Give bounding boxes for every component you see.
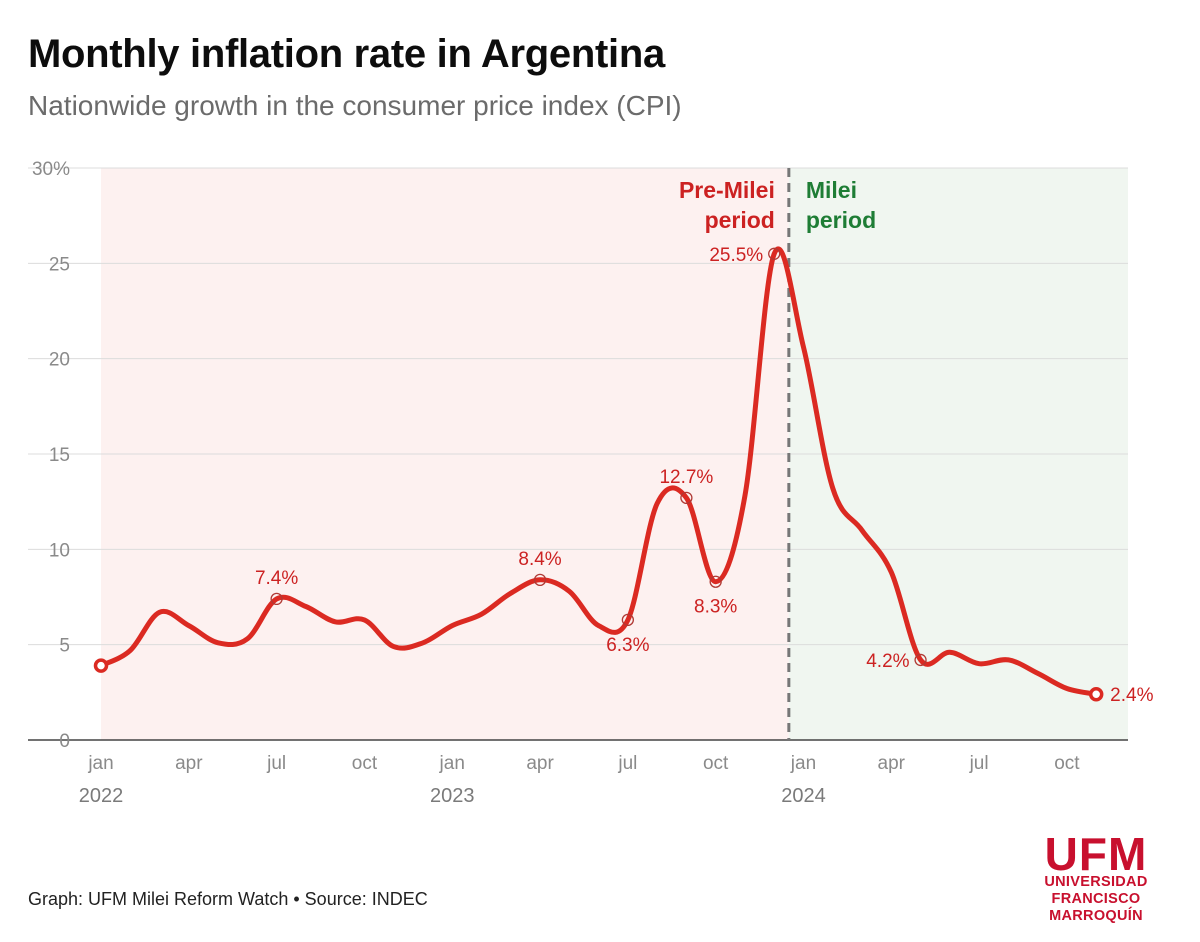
highlight-marker xyxy=(621,613,635,627)
highlight-marker xyxy=(709,575,722,588)
logo-ufm-text: UFM xyxy=(1044,828,1148,880)
x-tick-label: oct xyxy=(352,753,378,774)
data-label: 2.4% xyxy=(1110,685,1153,706)
x-tick-label: apr xyxy=(175,753,203,774)
y-tick-label: 10 xyxy=(49,540,70,561)
data-label: 4.2% xyxy=(866,651,909,672)
x-tick-label: jan xyxy=(87,753,113,774)
logo-line-3: MARROQUÍN xyxy=(1049,908,1143,924)
source-footer: Graph: UFM Milei Reform Watch • Source: … xyxy=(28,889,428,909)
data-label: 8.4% xyxy=(518,549,561,570)
x-tick-label: jul xyxy=(617,753,637,774)
x-tick-label: apr xyxy=(878,753,906,774)
data-label: 25.5% xyxy=(709,245,763,266)
y-tick-label: 0 xyxy=(59,731,70,752)
endpoint-marker xyxy=(1088,686,1104,702)
x-tick-label: oct xyxy=(703,753,729,774)
milei-label-line2: period xyxy=(806,207,876,233)
year-label: 2023 xyxy=(430,785,475,807)
logo-line-2: FRANCISCO xyxy=(1051,891,1141,907)
x-tick-label: jan xyxy=(790,753,816,774)
pre-milei-label-line1: Pre-Milei xyxy=(679,177,775,203)
highlight-marker xyxy=(533,573,547,586)
y-tick-label: 5 xyxy=(59,636,70,657)
y-tick-label: 15 xyxy=(49,445,70,466)
highlight-marker xyxy=(914,653,927,667)
x-tick-label: jul xyxy=(266,753,286,774)
data-label: 12.7% xyxy=(659,467,713,488)
year-label: 2024 xyxy=(781,785,826,807)
x-tick-label: jan xyxy=(439,753,465,774)
y-tick-label: 20 xyxy=(49,350,70,371)
milei-label-line1: Milei xyxy=(806,177,857,203)
highlight-marker xyxy=(768,247,781,260)
x-tick-label: oct xyxy=(1054,753,1080,774)
inflation-line-chart: 0 5 10 15 20 25 30% jan apr jul oct jan apr jul oct jan… xyxy=(28,159,1154,807)
chart-title: Monthly inflation rate in Argentina xyxy=(28,32,665,76)
endpoint-marker xyxy=(93,658,109,673)
x-tick-label: apr xyxy=(526,753,554,774)
y-tick-label: 30% xyxy=(32,159,70,180)
year-label: 2022 xyxy=(79,785,124,807)
inflation-series-line xyxy=(98,246,1099,697)
logo-line-1: UNIVERSIDAD xyxy=(1044,874,1148,890)
chart-subtitle: Nationwide growth in the consumer price … xyxy=(28,90,682,121)
pre-milei-label-line2: period xyxy=(705,207,775,233)
x-tick-label: jul xyxy=(969,753,989,774)
data-label: 8.3% xyxy=(694,597,737,618)
highlight-marker xyxy=(270,592,283,606)
data-label: 6.3% xyxy=(606,635,649,656)
data-label: 7.4% xyxy=(255,568,298,589)
ufm-logo: UFM UNIVERSIDAD FRANCISCO MARROQUÍN xyxy=(1026,828,1166,925)
y-tick-label: 25 xyxy=(49,254,70,275)
highlight-marker xyxy=(680,491,693,505)
